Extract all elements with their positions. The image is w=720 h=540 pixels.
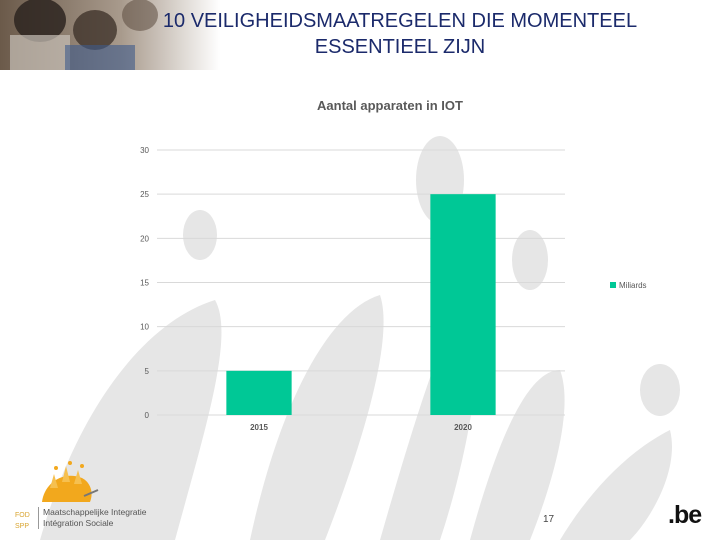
org-name-fr: Intégration Sociale xyxy=(43,518,114,528)
legend-swatch xyxy=(610,282,616,288)
org-name-nl: Maatschappelijke Integratie xyxy=(43,507,147,517)
chart-legend: Miliards xyxy=(610,281,647,290)
y-tick-label: 30 xyxy=(140,146,149,155)
chart-bars xyxy=(226,194,496,415)
y-tick-label: 15 xyxy=(140,279,149,288)
fod-logo-icon xyxy=(42,461,99,502)
spp-text: SPP xyxy=(15,523,30,530)
bar-2020 xyxy=(430,194,496,415)
chart-gridlines xyxy=(157,149,565,416)
family-photo xyxy=(0,0,220,70)
legend-label: Miliards xyxy=(619,281,647,290)
slide-title-line2: ESSENTIEEL ZIJN xyxy=(314,36,486,58)
page-number: 17 xyxy=(543,514,555,525)
header-banner: 10 VEILIGHEIDSMAATREGELEN DIE MOMENTEEL … xyxy=(0,0,720,70)
y-tick-label: 20 xyxy=(140,234,149,243)
slide-title: 10 VEILIGHEIDSMAATREGELEN DIE MOMENTEEL … xyxy=(100,8,700,60)
y-tick-label: 25 xyxy=(140,190,149,199)
y-tick-label: 0 xyxy=(145,411,150,420)
organization-name: Maatschappelijke Integratie Intégration … xyxy=(38,507,146,529)
slide-title-line1: 10 VEILIGHEIDSMAATREGELEN DIE MOMENTEEL xyxy=(162,10,638,32)
chart-title: Aantal apparaten in IOT xyxy=(317,98,463,113)
fod-spp-label: FOD SPP xyxy=(15,510,30,532)
bar-2015 xyxy=(226,370,292,415)
x-tick-label: 2015 xyxy=(250,423,268,432)
y-tick-label: 10 xyxy=(140,323,149,332)
y-axis-ticks: 0 5 10 15 20 25 30 xyxy=(140,146,149,420)
fod-text: FOD xyxy=(15,512,30,519)
be-logo: .be xyxy=(668,501,702,529)
bar-chart: 0 5 10 15 20 25 30 2015 2020 Miliards xyxy=(140,146,647,432)
y-tick-label: 5 xyxy=(145,367,150,376)
x-tick-label: 2020 xyxy=(454,423,472,432)
x-axis-ticks: 2015 2020 xyxy=(250,423,472,432)
